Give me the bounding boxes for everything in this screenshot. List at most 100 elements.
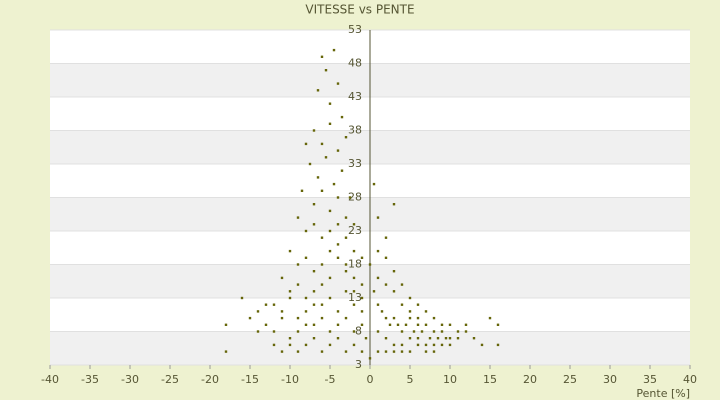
y-tick-label: 18 xyxy=(348,258,362,271)
point xyxy=(328,343,332,347)
point xyxy=(352,343,356,347)
point xyxy=(344,316,348,320)
point xyxy=(448,343,452,347)
point xyxy=(496,323,500,326)
point xyxy=(320,55,324,58)
point xyxy=(312,290,316,293)
point xyxy=(384,283,388,286)
point xyxy=(352,290,356,293)
point xyxy=(320,283,324,286)
point xyxy=(336,149,340,152)
point xyxy=(328,330,332,333)
point xyxy=(360,256,364,259)
point xyxy=(296,350,300,353)
point xyxy=(392,316,396,320)
point xyxy=(312,303,316,306)
y-tick-label: 43 xyxy=(348,90,362,103)
point xyxy=(256,330,260,333)
point xyxy=(368,357,372,360)
point xyxy=(432,350,436,353)
point xyxy=(316,89,320,92)
point xyxy=(296,263,300,266)
point xyxy=(348,196,352,199)
point xyxy=(320,350,324,353)
point xyxy=(340,169,344,172)
point xyxy=(312,323,316,326)
point xyxy=(488,316,492,320)
point xyxy=(344,263,348,266)
point xyxy=(288,337,292,340)
point xyxy=(376,303,380,306)
point xyxy=(312,203,316,206)
point xyxy=(328,249,332,253)
point xyxy=(296,316,300,320)
point xyxy=(336,337,340,340)
point xyxy=(328,276,332,280)
point xyxy=(352,276,356,280)
point xyxy=(264,303,268,306)
point xyxy=(424,310,428,313)
x-tick-label: -25 xyxy=(161,373,179,386)
point xyxy=(336,243,340,246)
point xyxy=(416,343,420,347)
point xyxy=(304,296,308,300)
point xyxy=(368,263,372,266)
point xyxy=(400,343,404,347)
point xyxy=(324,156,328,159)
x-tick-label: 35 xyxy=(643,373,657,386)
point xyxy=(380,310,384,313)
point xyxy=(352,330,356,333)
point xyxy=(304,256,308,259)
point xyxy=(392,290,396,293)
point xyxy=(464,323,468,326)
point xyxy=(324,69,328,72)
point xyxy=(320,189,324,192)
point xyxy=(396,323,400,326)
point xyxy=(376,249,380,253)
point xyxy=(224,323,228,326)
point xyxy=(320,263,324,266)
point xyxy=(480,343,484,347)
x-tick-label: 40 xyxy=(683,373,697,386)
point xyxy=(384,337,388,340)
point xyxy=(256,310,260,313)
point xyxy=(336,256,340,259)
y-tick-label: 38 xyxy=(348,124,362,137)
y-tick-label: 53 xyxy=(348,23,362,36)
point xyxy=(320,303,324,306)
point xyxy=(416,316,420,320)
point xyxy=(372,182,376,186)
point xyxy=(272,303,276,306)
point xyxy=(304,229,308,233)
point xyxy=(376,350,380,353)
point xyxy=(280,276,284,280)
point xyxy=(400,283,404,286)
point xyxy=(392,203,396,206)
point xyxy=(432,316,436,320)
point xyxy=(344,236,348,239)
point xyxy=(444,337,448,340)
point xyxy=(416,337,420,340)
point xyxy=(360,310,364,313)
point xyxy=(312,270,316,273)
point xyxy=(424,350,428,353)
point xyxy=(408,310,412,313)
point xyxy=(312,337,316,340)
point xyxy=(280,310,284,313)
x-tick-label: -15 xyxy=(241,373,259,386)
point xyxy=(300,189,304,192)
x-tick-label: -30 xyxy=(121,373,139,386)
point xyxy=(304,142,308,146)
point xyxy=(296,216,300,219)
point xyxy=(344,216,348,219)
point xyxy=(496,343,500,347)
point xyxy=(288,290,292,293)
x-tick-label: -10 xyxy=(281,373,299,386)
point xyxy=(328,229,332,233)
x-tick-label: 20 xyxy=(523,373,537,386)
point xyxy=(288,343,292,347)
point xyxy=(320,316,324,320)
point xyxy=(404,323,408,326)
point xyxy=(248,316,252,320)
